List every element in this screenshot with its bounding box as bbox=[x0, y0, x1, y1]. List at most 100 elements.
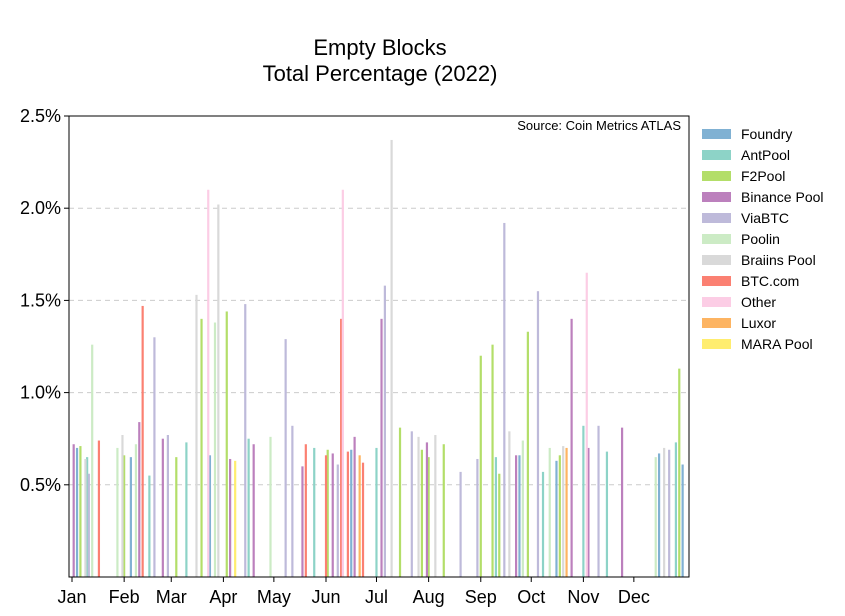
bar-viabtc bbox=[244, 304, 247, 577]
bar-antpool bbox=[375, 447, 378, 577]
bar-btc-com bbox=[346, 451, 349, 577]
bar-viabtc bbox=[383, 285, 386, 577]
bar-foundry bbox=[75, 447, 79, 577]
bar-binance-pool bbox=[620, 427, 624, 577]
x-tick-label: Aug bbox=[413, 587, 445, 607]
bar-f2pool bbox=[442, 444, 445, 577]
bar-viabtc bbox=[536, 291, 540, 577]
chart-title-line-2: Total Percentage (2022) bbox=[263, 61, 498, 86]
bar-viabtc bbox=[459, 471, 462, 577]
x-tick-label: Jul bbox=[365, 587, 388, 607]
bar-f2pool bbox=[558, 455, 561, 577]
bar-braiins-pool bbox=[434, 435, 437, 577]
legend-swatch bbox=[702, 297, 731, 307]
legend-label: Other bbox=[741, 294, 776, 310]
bar-foundry bbox=[681, 464, 684, 577]
bar-btc-com bbox=[324, 455, 328, 577]
legend-swatch bbox=[702, 339, 731, 349]
bar-binance-pool bbox=[514, 455, 518, 577]
bar-foundry bbox=[518, 455, 521, 577]
y-axis: 0.5% 1.0% 1.5% 2.0% 2.5% bbox=[20, 106, 69, 495]
bar-btc-com bbox=[340, 318, 343, 577]
bar-antpool bbox=[541, 471, 545, 577]
bar-binance-pool bbox=[570, 318, 573, 577]
bar-f2pool bbox=[225, 311, 228, 577]
y-tick-label: 1.5% bbox=[20, 290, 61, 310]
bar-viabtc bbox=[291, 425, 294, 577]
legend-swatch bbox=[702, 150, 731, 160]
bar-f2pool bbox=[398, 427, 402, 577]
bar-f2pool bbox=[526, 331, 529, 577]
bar-binance-pool bbox=[380, 318, 383, 577]
legend-swatch bbox=[702, 318, 731, 328]
bar-viabtc bbox=[336, 464, 339, 577]
bar-f2pool bbox=[427, 457, 430, 577]
x-tick-label: Mar bbox=[156, 587, 187, 607]
bar-f2pool bbox=[326, 449, 329, 577]
bar-binance-pool bbox=[587, 447, 590, 577]
bar-luxor bbox=[565, 447, 568, 577]
bar-viabtc bbox=[597, 425, 600, 577]
bar-braiins-pool bbox=[508, 431, 511, 577]
bar-f2pool bbox=[123, 455, 126, 577]
bar-mara-pool bbox=[234, 460, 237, 577]
legend-label: AntPool bbox=[741, 147, 790, 163]
bar-poolin bbox=[654, 457, 657, 577]
bar-viabtc bbox=[166, 435, 169, 577]
bar-antpool bbox=[313, 447, 316, 577]
bar-poolin bbox=[91, 344, 94, 577]
bar-f2pool bbox=[678, 368, 681, 577]
bar-braiins-pool bbox=[84, 458, 87, 577]
bar-f2pool bbox=[79, 446, 82, 577]
x-tick-label: Feb bbox=[109, 587, 140, 607]
bar-poolin bbox=[269, 436, 272, 577]
bar-btc-com bbox=[97, 440, 101, 577]
chart-title-line-1: Empty Blocks bbox=[313, 35, 446, 60]
bar-binance-pool bbox=[301, 466, 304, 577]
bar-antpool bbox=[185, 442, 188, 577]
bar-poolin bbox=[213, 322, 217, 577]
bar-btc-com bbox=[361, 462, 365, 577]
bar-braiins-pool bbox=[663, 447, 666, 577]
bar-foundry bbox=[208, 455, 212, 577]
bar-foundry bbox=[555, 460, 558, 577]
bar-antpool bbox=[148, 475, 151, 577]
legend: Foundry AntPool F2Pool Binance Pool ViaBTC Po… bbox=[702, 126, 824, 352]
y-tick-label: 0.5% bbox=[20, 475, 61, 495]
bar-braiins-pool bbox=[417, 436, 420, 577]
x-tick-label: Jan bbox=[57, 587, 86, 607]
bar-binance-pool bbox=[252, 444, 255, 577]
bar-braiins-pool bbox=[562, 446, 565, 577]
bar-viabtc bbox=[153, 337, 156, 577]
legend-label: Binance Pool bbox=[741, 189, 824, 205]
bar-viabtc bbox=[87, 473, 90, 577]
bar-binance-pool bbox=[425, 442, 429, 577]
bar-foundry bbox=[657, 453, 661, 577]
bar-viabtc bbox=[668, 449, 671, 577]
x-tick-label: May bbox=[257, 587, 291, 607]
bar-poolin bbox=[134, 444, 138, 577]
bar-other bbox=[207, 189, 210, 577]
bar-btc-com bbox=[141, 305, 144, 577]
bar-antpool bbox=[582, 425, 585, 577]
bar-antpool bbox=[247, 438, 250, 577]
x-tick-label: Nov bbox=[567, 587, 599, 607]
y-tick-label: 2.0% bbox=[20, 198, 61, 218]
bar-braiins-pool bbox=[390, 139, 393, 578]
bar-binance-pool bbox=[161, 438, 164, 577]
legend-swatch bbox=[702, 171, 731, 181]
bar-f2pool bbox=[420, 449, 423, 577]
bar-poolin bbox=[116, 447, 119, 577]
legend-label: Foundry bbox=[741, 126, 792, 142]
bar-f2pool bbox=[479, 355, 482, 577]
bars bbox=[72, 139, 684, 578]
bar-viabtc bbox=[476, 458, 479, 577]
legend-swatch bbox=[702, 234, 731, 244]
bar-viabtc bbox=[503, 222, 506, 577]
x-tick-label: Apr bbox=[209, 587, 237, 607]
y-tick-label: 2.5% bbox=[20, 106, 61, 126]
legend-swatch bbox=[702, 276, 731, 286]
legend-label: Luxor bbox=[741, 315, 776, 331]
x-tick-label: Jun bbox=[311, 587, 340, 607]
